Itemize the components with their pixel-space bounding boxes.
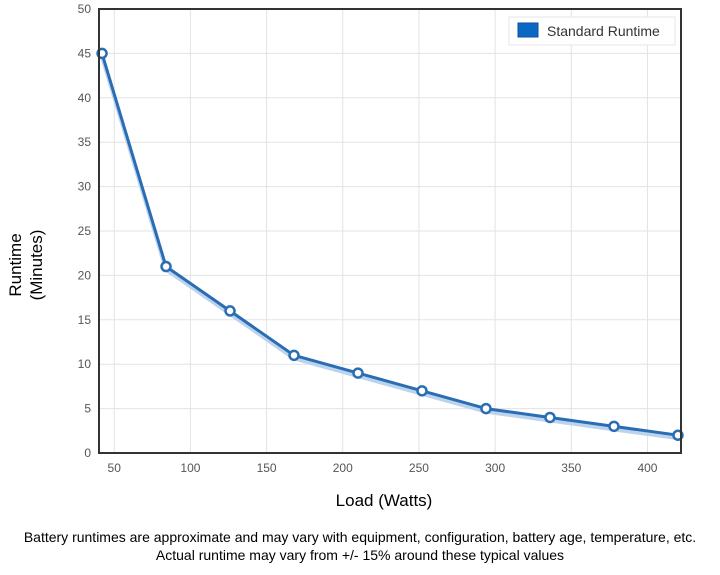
x-tick-label: 200 [333,461,353,475]
y-tick-label: 35 [78,135,92,149]
x-axis-title: Load (Watts) [336,491,433,510]
y-tick-label: 15 [78,313,92,327]
x-tick-label: 250 [409,461,429,475]
y-tick-label: 40 [78,91,92,105]
data-point[interactable] [288,349,300,362]
x-tick-labels: 50 100 150 200 250 300 350 400 [108,461,658,475]
footnote-line-1: Battery runtimes are approximate and may… [23,529,697,545]
series-shadow [100,55,679,441]
data-point[interactable] [416,385,428,397]
data-point[interactable] [224,305,236,317]
x-tick-label: 100 [180,461,200,475]
y-tick-label: 25 [78,224,92,238]
plot-frame [98,8,682,454]
data-point[interactable] [608,420,620,433]
x-tick-label: 300 [485,461,505,475]
x-tick-label: 350 [561,461,581,475]
legend-swatch [517,22,539,38]
y-tick-label: 45 [78,46,92,60]
y-tick-label: 30 [78,180,92,194]
y-axis-title-line-2: (Minutes) [27,230,46,301]
x-tick-label: 400 [637,461,657,475]
chart: 0 5 10 15 20 25 30 35 40 45 50 50 100 150 200 250 300 35… [6,2,684,510]
data-point[interactable] [544,411,556,424]
data-point[interactable] [352,367,364,379]
y-tick-label: 20 [78,268,92,282]
y-tick-label: 5 [84,402,91,416]
data-point[interactable] [480,402,492,415]
legend: Standard Runtime [508,16,676,46]
y-tick-labels: 0 5 10 15 20 25 30 35 40 45 50 [78,2,92,460]
footnote-line-2: Actual runtime may vary from +/- 15% aro… [155,547,565,563]
y-axis-title-line-1: Runtime [6,233,25,296]
y-tick-label: 50 [78,2,92,16]
series-line [100,51,680,437]
legend-label: Standard Runtime [547,23,660,39]
y-tick-label: 10 [78,357,92,371]
x-tick-label: 50 [108,461,122,475]
x-tick-label: 150 [257,461,277,475]
data-point[interactable] [160,260,172,273]
y-tick-label: 0 [84,446,91,460]
